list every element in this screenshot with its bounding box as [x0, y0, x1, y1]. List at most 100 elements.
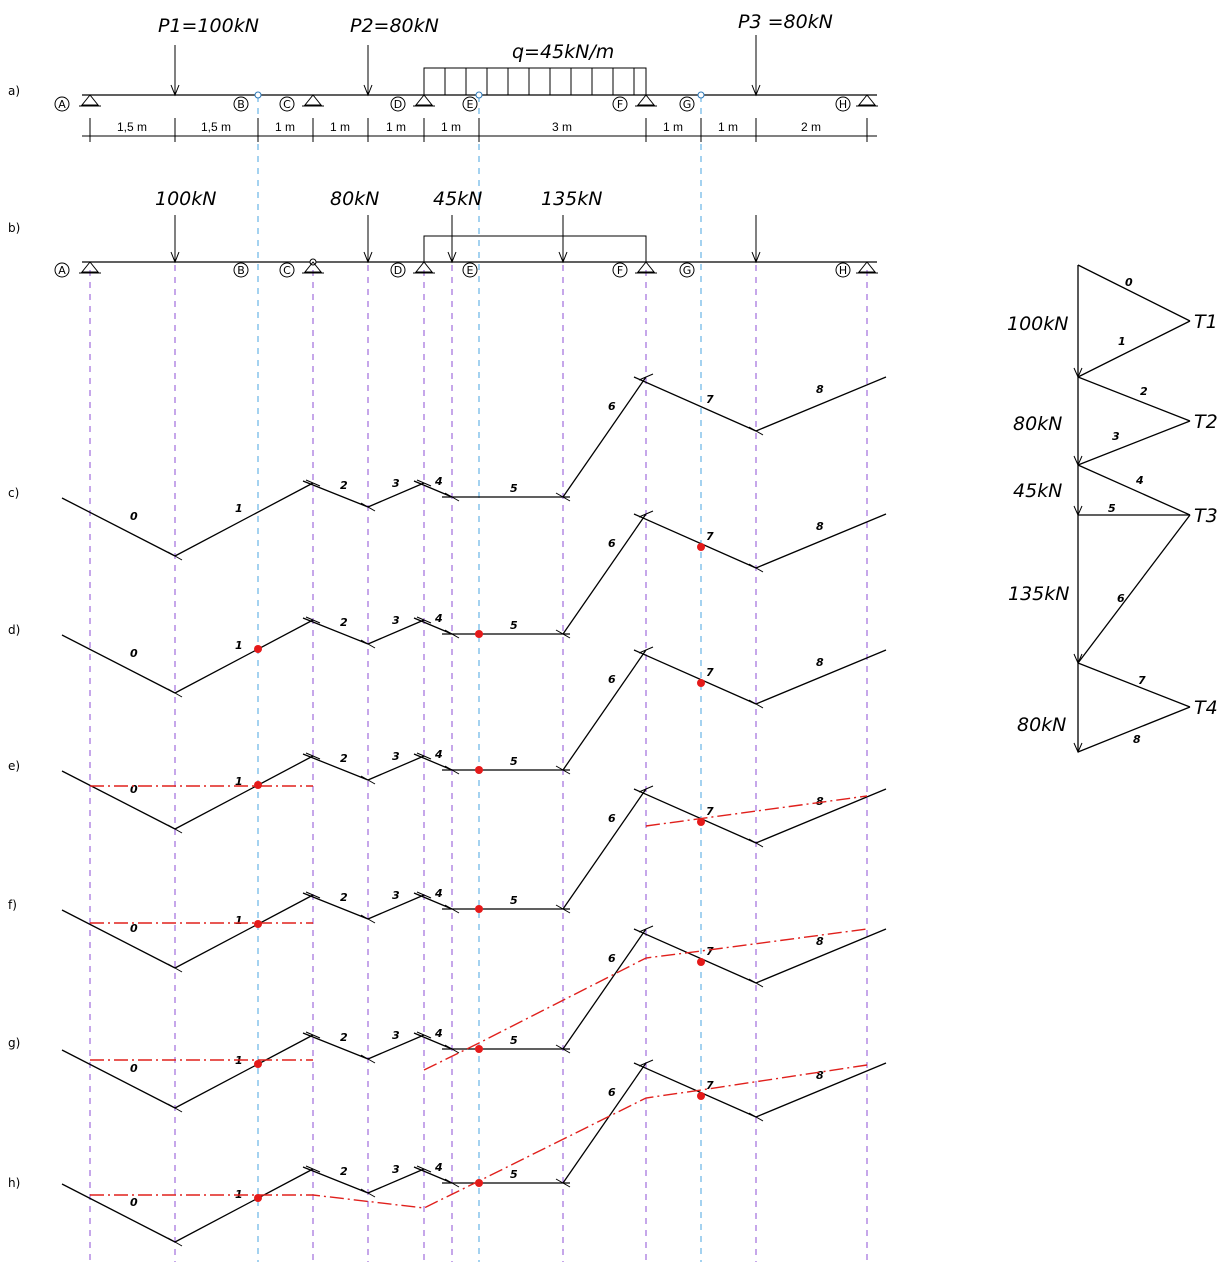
row-label-f: f) — [8, 898, 17, 912]
row-label-c: c) — [8, 486, 19, 500]
kink-tick — [748, 978, 764, 988]
segment-label-8: 8 — [816, 520, 824, 533]
funicular-segment-1 — [174, 755, 314, 830]
node-b: B — [237, 98, 245, 111]
row-label-b: b) — [8, 221, 20, 235]
ray-3: 3 — [1112, 430, 1120, 443]
funicular-row-c: c) 0 1 2 3 4 5 6 7 8 — [8, 373, 887, 561]
segment-label-4: 4 — [434, 612, 443, 625]
dim-6: 1 m — [441, 120, 461, 134]
kink-tick — [167, 688, 183, 698]
kink-tick — [167, 1237, 183, 1247]
kink-tick — [360, 1054, 376, 1064]
node-g: G — [683, 98, 692, 111]
node-c: C — [283, 98, 291, 111]
segment-label-1: 1 — [235, 639, 243, 652]
kink-tick — [748, 838, 764, 848]
segment-label-0: 0 — [130, 1062, 138, 1075]
funicular-segment-1 — [174, 619, 314, 694]
kink-tick — [416, 1031, 432, 1039]
segment-label-3: 3 — [392, 614, 400, 627]
node-labels-a: A B C D E F G H — [54, 96, 851, 112]
segment-label-4: 4 — [434, 887, 443, 900]
hinge-point — [254, 781, 262, 789]
node-b-d: D — [394, 264, 402, 277]
pole-t4: T4 — [1194, 697, 1218, 719]
segment-label-5: 5 — [510, 482, 518, 495]
segment-label-7: 7 — [706, 393, 714, 406]
funicular-segment-0 — [61, 1183, 176, 1243]
load-p2-label: P2=80kN — [350, 15, 439, 37]
dim-1: 1,5 m — [117, 120, 147, 134]
segment-label-6: 6 — [608, 673, 616, 686]
fp-load-135: 135kN — [1008, 583, 1069, 605]
dimension-line: 1,5 m 1,5 m 1 m 1 m 1 m 1 m 3 m 1 m 1 m … — [82, 118, 877, 142]
kink-tick — [555, 1044, 571, 1054]
funicular-segment-4 — [413, 480, 453, 498]
kink-tick — [555, 904, 571, 914]
funicular-segment-7 — [633, 376, 757, 432]
segment-label-0: 0 — [130, 510, 138, 523]
funicular-segment-8 — [755, 1062, 887, 1118]
hinge-point — [254, 1194, 262, 1202]
funicular-segment-6 — [562, 376, 647, 498]
fp-load-80: 80kN — [1013, 413, 1062, 435]
funicular-segment-2 — [302, 753, 369, 781]
node-b-f: F — [617, 264, 623, 277]
pole-t2: T2 — [1194, 411, 1218, 433]
funicular-segment-4 — [413, 753, 453, 771]
ray-5: 5 — [1108, 502, 1116, 515]
segment-label-8: 8 — [816, 935, 824, 948]
kink-tick — [360, 1188, 376, 1198]
hinge-point — [254, 920, 262, 928]
funicular-segment-2 — [302, 1032, 369, 1060]
hinge-point — [697, 543, 705, 551]
funicular-segment-3 — [367, 1168, 425, 1194]
segment-label-2: 2 — [340, 1031, 348, 1044]
hinge-point — [697, 958, 705, 966]
ray-2: 2 — [1140, 385, 1148, 398]
segment-label-0: 0 — [130, 922, 138, 935]
funicular-segment-2 — [302, 617, 369, 645]
segment-label-6: 6 — [608, 400, 616, 413]
kink-tick — [305, 752, 321, 760]
segment-label-2: 2 — [340, 752, 348, 765]
node-h: H — [839, 98, 847, 111]
projection-lines — [89, 96, 868, 1262]
ray-7: 7 — [1138, 674, 1146, 687]
eq-load-45: 45kN — [433, 188, 482, 210]
segment-label-8: 8 — [816, 383, 824, 396]
eq-load-80: 80kN — [330, 188, 379, 210]
funicular-segment-2 — [302, 480, 369, 508]
kink-tick — [305, 891, 321, 899]
kink-tick — [748, 563, 764, 573]
segment-label-6: 6 — [608, 952, 616, 965]
funicular-segment-8 — [755, 513, 887, 569]
funicular-row-e: e) 0 1 2 3 4 5 6 7 8 — [8, 646, 887, 834]
kink-tick — [748, 426, 764, 436]
segment-label-6: 6 — [608, 537, 616, 550]
segment-label-7: 7 — [706, 666, 714, 679]
kink-tick — [305, 616, 321, 624]
fp-load-80b: 80kN — [1017, 714, 1066, 736]
funicular-segment-7 — [633, 649, 757, 705]
funicular-segment-2 — [302, 892, 369, 920]
segment-label-7: 7 — [706, 530, 714, 543]
funicular-segment-7 — [633, 928, 757, 984]
hinge-point — [475, 905, 483, 913]
kink-tick — [638, 510, 654, 518]
funicular-segment-0 — [61, 909, 176, 969]
segment-label-7: 7 — [706, 805, 714, 818]
kink-tick — [360, 502, 376, 512]
point-loads: P1=100kN P2=80kN P3 =80kN — [158, 11, 833, 97]
kink-tick — [360, 639, 376, 649]
funicular-segment-0 — [61, 634, 176, 694]
force-polygon: 100kN 80kN 45kN 135kN 80kN T1 T2 T3 T4 0… — [1007, 264, 1218, 754]
node-e: E — [467, 98, 474, 111]
node-b-g: G — [683, 264, 692, 277]
kink-tick — [555, 1178, 571, 1188]
row-label-d: d) — [8, 623, 20, 637]
hinge-point — [475, 1045, 483, 1053]
node-b-h: H — [839, 264, 847, 277]
closing-line-e — [645, 795, 868, 827]
